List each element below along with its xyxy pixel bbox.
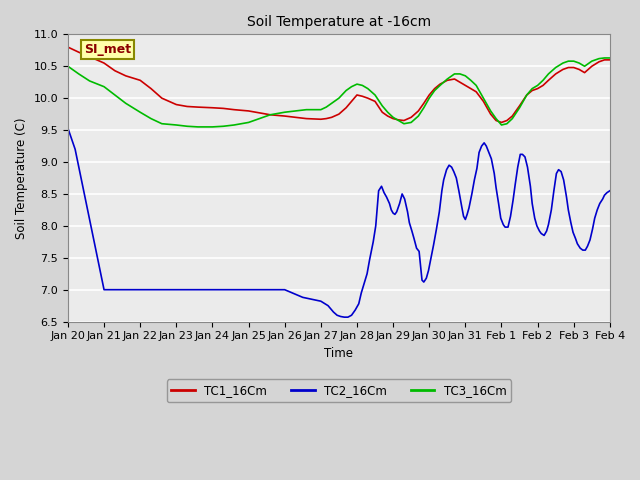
X-axis label: Time: Time	[324, 347, 353, 360]
TC1_16Cm	[552, 71, 559, 77]
TC3_16Cm	[194, 124, 202, 130]
TC1_16Cm	[255, 110, 263, 116]
TC2_16Cm	[586, 237, 594, 243]
Title: Soil Temperature at -16cm: Soil Temperature at -16cm	[247, 15, 431, 29]
TC3_16Cm	[371, 92, 379, 98]
Text: SI_met: SI_met	[84, 43, 131, 56]
Legend: TC1_16Cm, TC2_16Cm, TC3_16Cm: TC1_16Cm, TC2_16Cm, TC3_16Cm	[167, 380, 511, 402]
Line: TC2_16Cm: TC2_16Cm	[68, 128, 610, 317]
Line: TC3_16Cm: TC3_16Cm	[68, 58, 610, 127]
TC3_16Cm	[606, 55, 614, 61]
TC2_16Cm	[340, 314, 348, 320]
TC1_16Cm	[64, 44, 72, 50]
TC3_16Cm	[172, 122, 180, 128]
Y-axis label: Soil Temperature (C): Soil Temperature (C)	[15, 117, 28, 239]
TC2_16Cm	[497, 216, 504, 221]
TC3_16Cm	[266, 112, 274, 118]
TC2_16Cm	[485, 150, 493, 156]
TC3_16Cm	[323, 104, 330, 110]
TC3_16Cm	[64, 63, 72, 69]
TC3_16Cm	[552, 65, 559, 71]
TC1_16Cm	[606, 57, 614, 63]
TC1_16Cm	[420, 100, 428, 106]
TC3_16Cm	[426, 96, 433, 101]
TC2_16Cm	[480, 140, 488, 146]
Line: TC1_16Cm: TC1_16Cm	[68, 47, 610, 122]
TC1_16Cm	[317, 116, 324, 122]
TC1_16Cm	[498, 120, 506, 125]
TC2_16Cm	[64, 125, 72, 131]
TC2_16Cm	[172, 287, 180, 293]
TC2_16Cm	[560, 177, 568, 183]
TC2_16Cm	[606, 188, 614, 193]
TC3_16Cm	[600, 55, 608, 61]
TC1_16Cm	[545, 77, 552, 83]
TC1_16Cm	[172, 102, 180, 108]
